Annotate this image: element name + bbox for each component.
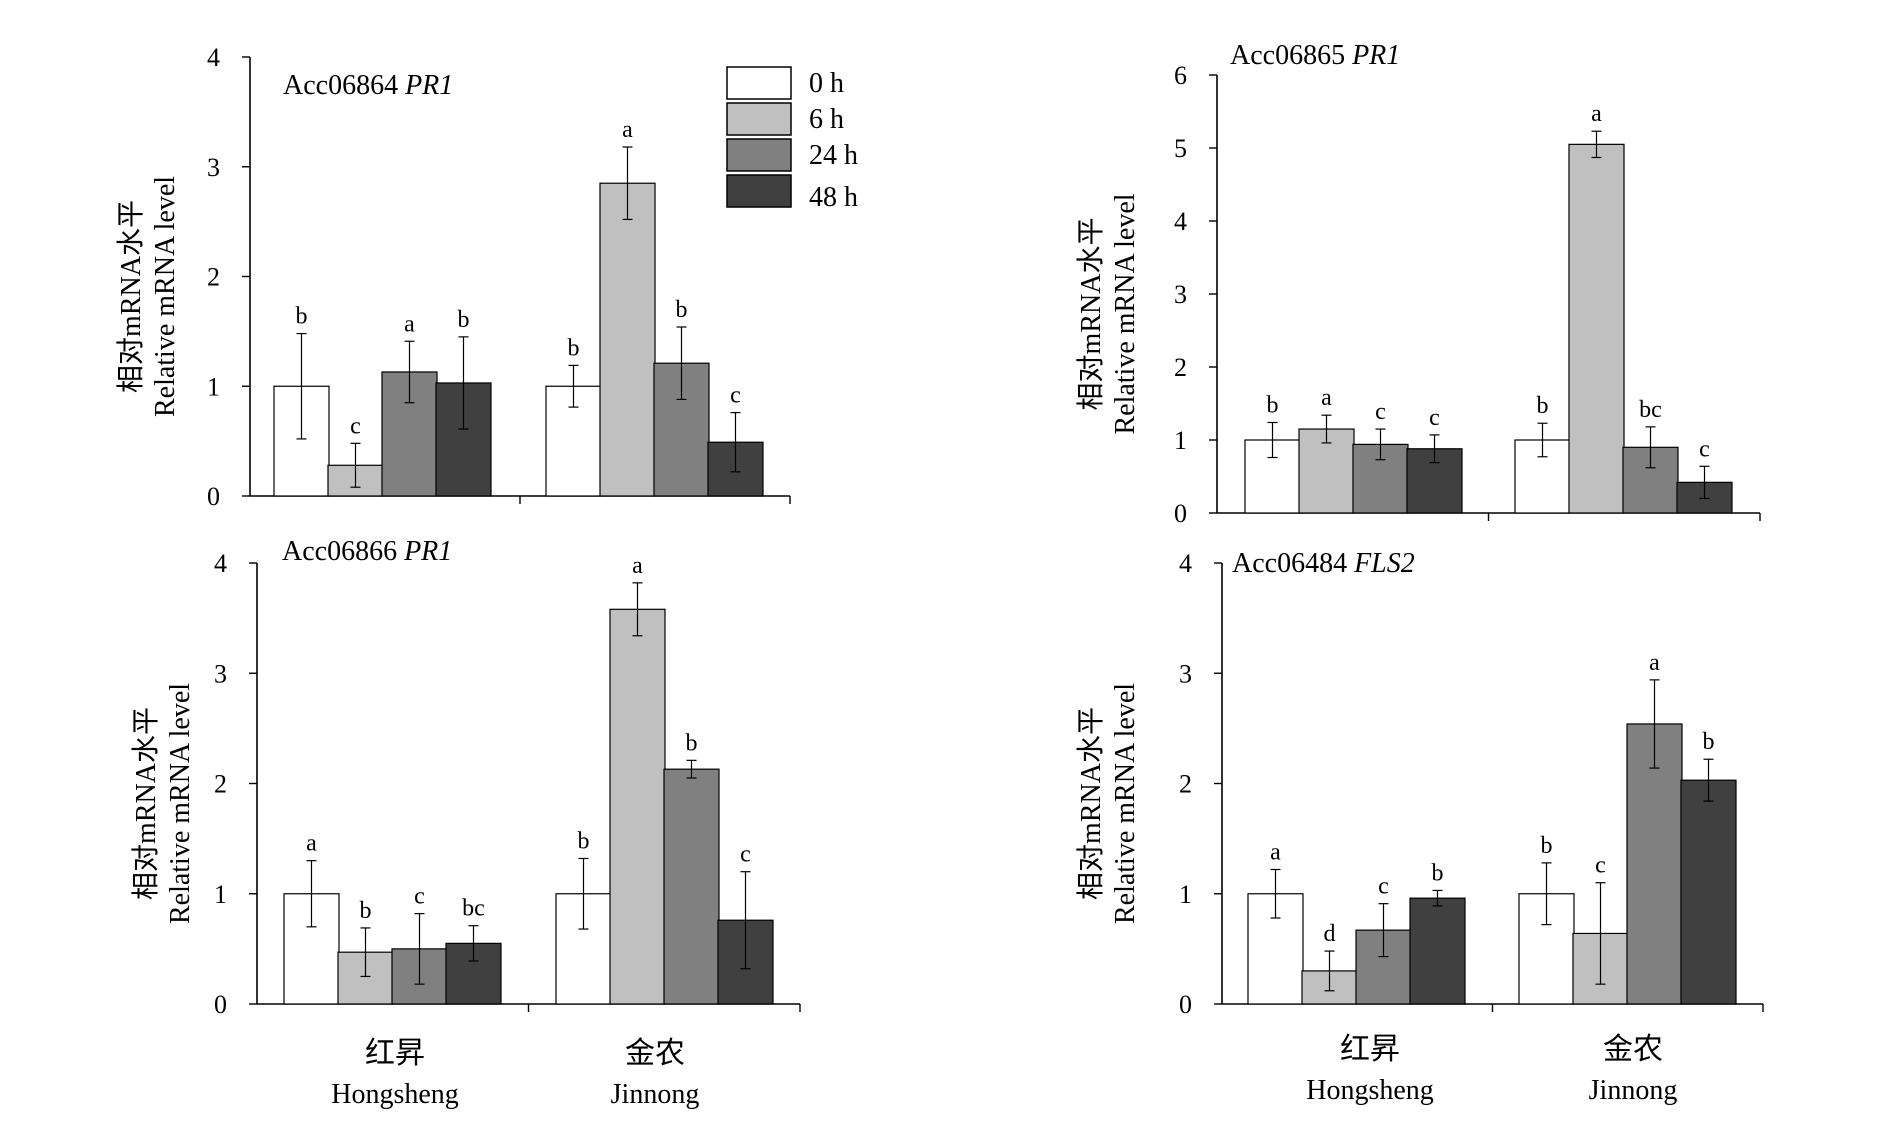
significance-label: b	[1267, 392, 1279, 418]
y-tick-label: 1	[1179, 880, 1192, 909]
y-axis-label-en: Relative mRNA level	[165, 683, 196, 924]
bar	[1518, 893, 1575, 1005]
chart-panel-Acc06864: 0 1 2 3 4 Acc06864 PR1 相对mRNA水平 Relative mRNA l…	[115, 43, 791, 511]
panel-title: Acc06484 FLS2	[1232, 548, 1415, 579]
group-label-cn-jinnong-right: 金农	[1603, 1032, 1663, 1067]
bar	[1626, 723, 1683, 1005]
y-tick-label: 2	[1179, 770, 1192, 799]
bar	[1680, 779, 1737, 1005]
significance-label: c	[414, 884, 425, 910]
significance-label: c	[350, 413, 361, 439]
y-tick-label: 4	[1179, 549, 1192, 578]
group-labels: 红昇 Hongsheng 金农 Jinnong 红昇 Hongsheng 金农 …	[331, 1032, 1677, 1110]
significance-label: b	[296, 304, 308, 330]
y-tick-label: 4	[207, 43, 220, 72]
y-tick-label: 2	[207, 263, 220, 292]
significance-label: b	[1432, 860, 1444, 886]
y-tick-label: 2	[214, 770, 227, 799]
legend: 0 h 6 h 24 h 48 h	[726, 66, 858, 213]
significance-label: b	[1537, 393, 1549, 419]
y-tick-label: 5	[1174, 134, 1187, 163]
y-tick-label: 1	[1174, 426, 1187, 455]
bar	[283, 893, 340, 1005]
group-label-en-jinnong-left: Jinnong	[611, 1079, 700, 1110]
significance-label: a	[1591, 101, 1602, 127]
y-axis-label-cn: 相对mRNA水平	[130, 707, 162, 900]
significance-label: d	[1324, 921, 1336, 947]
panel-title: Acc06864 PR1	[283, 70, 453, 101]
significance-label: b	[458, 307, 470, 333]
significance-label: c	[1375, 399, 1386, 425]
chart-panel-Acc06866: 0 1 2 3 4 Acc06866 PR1 相对mRNA水平 Relative mRNA l…	[130, 536, 801, 1019]
group-label-cn-hongsheng-right: 红昇	[1340, 1032, 1400, 1067]
panel-title: Acc06866 PR1	[282, 536, 452, 567]
significance-label: a	[1270, 839, 1281, 865]
significance-label: b	[1541, 833, 1553, 859]
bar	[1409, 897, 1466, 1005]
legend-swatch-1	[726, 102, 792, 136]
legend-label-1: 6 h	[809, 104, 844, 135]
bar	[609, 608, 666, 1005]
chart-panel-Acc06484: 0 1 2 3 4 Acc06484 FLS2 相对mRNA水平 Relative mRNA …	[1075, 548, 1764, 1019]
y-tick-label: 4	[1174, 207, 1187, 236]
group-label-en-jinnong-right: Jinnong	[1589, 1075, 1678, 1106]
group-label-cn-jinnong-left: 金农	[625, 1036, 685, 1071]
y-tick-label: 3	[1174, 280, 1187, 309]
y-axis-label-en: Relative mRNA level	[150, 176, 181, 417]
significance-label: b	[578, 828, 590, 854]
significance-label: a	[632, 553, 643, 579]
significance-label: b	[1703, 729, 1715, 755]
significance-label: c	[1429, 405, 1440, 431]
significance-label: c	[1699, 436, 1710, 462]
significance-label: a	[1649, 650, 1660, 676]
group-label-en-hongsheng-right: Hongsheng	[1306, 1075, 1434, 1106]
significance-label: b	[676, 297, 688, 323]
bar	[663, 768, 720, 1005]
group-label-cn-hongsheng-left: 红昇	[365, 1036, 425, 1071]
legend-label-0: 0 h	[809, 68, 844, 99]
y-tick-label: 0	[1174, 499, 1187, 528]
y-axis-label-cn: 相对mRNA水平	[1075, 707, 1107, 900]
y-tick-label: 1	[214, 880, 227, 909]
significance-label: bc	[462, 896, 485, 922]
y-axis-label-cn: 相对mRNA水平	[1075, 218, 1107, 411]
y-tick-label: 3	[1179, 659, 1192, 688]
significance-label: b	[686, 730, 698, 756]
bar	[1568, 143, 1625, 514]
group-label-en-hongsheng-left: Hongsheng	[331, 1079, 459, 1110]
y-tick-label: 3	[207, 153, 220, 182]
significance-label: a	[306, 831, 317, 857]
legend-label-3: 48 h	[809, 182, 858, 213]
y-tick-label: 0	[207, 482, 220, 511]
y-axis-label-en: Relative mRNA level	[1110, 683, 1141, 924]
significance-label: a	[404, 311, 415, 337]
y-axis-label-cn: 相对mRNA水平	[115, 200, 147, 393]
legend-swatch-3	[726, 174, 792, 208]
significance-label: c	[1595, 853, 1606, 879]
significance-label: c	[730, 383, 741, 409]
y-tick-label: 4	[214, 549, 227, 578]
significance-label: bc	[1639, 397, 1662, 423]
significance-label: c	[740, 842, 751, 868]
significance-label: a	[622, 117, 633, 143]
y-tick-label: 0	[1179, 990, 1192, 1019]
panel-title: Acc06865 PR1	[1230, 40, 1400, 71]
legend-swatch-2	[726, 138, 792, 172]
significance-label: b	[360, 898, 372, 924]
legend-label-2: 24 h	[809, 140, 858, 171]
y-tick-label: 2	[1174, 353, 1187, 382]
chart-panel-Acc06865: 0 1 2 3 4 5 6 Acc06865 PR1 相对mRNA水平 Relative mRNA…	[1075, 40, 1761, 528]
bar	[599, 182, 656, 497]
y-tick-label: 6	[1174, 61, 1187, 90]
legend-swatch-0	[726, 66, 792, 100]
significance-label: b	[568, 335, 580, 361]
y-axis-label-en: Relative mRNA level	[1110, 193, 1141, 434]
y-tick-label: 0	[214, 990, 227, 1019]
y-tick-label: 3	[214, 659, 227, 688]
y-tick-label: 1	[207, 372, 220, 401]
significance-label: a	[1321, 385, 1332, 411]
significance-label: c	[1378, 874, 1389, 900]
